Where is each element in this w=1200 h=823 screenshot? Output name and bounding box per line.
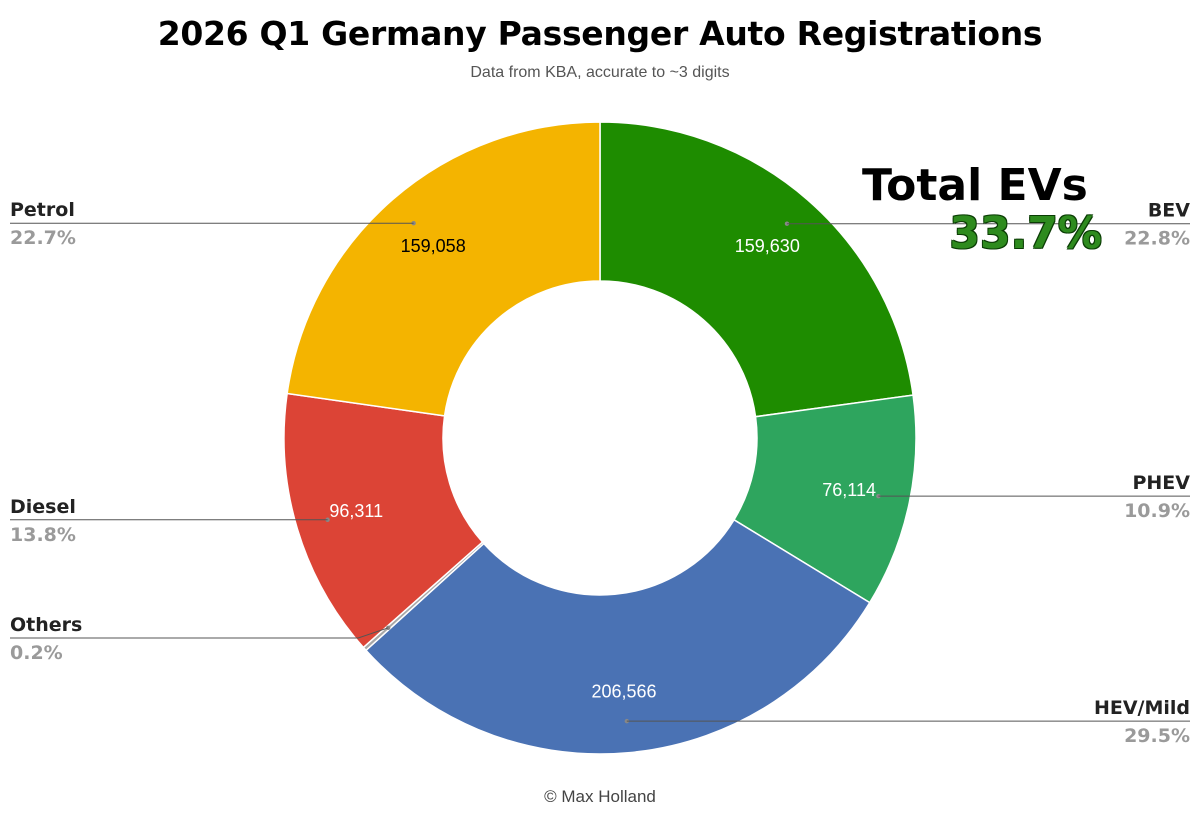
legend-percent-others: 0.2%	[10, 642, 63, 664]
total-evs-label: Total EVs	[862, 160, 1088, 211]
legend-percent-bev: 22.8%	[1124, 228, 1190, 250]
chart-subtitle: Data from KBA, accurate to ~3 digits	[470, 64, 730, 81]
slice-petrol	[286, 121, 601, 417]
slice-value-label-phev: 76,114	[822, 480, 876, 500]
slice-value-label-bev: 159,630	[735, 236, 800, 256]
chart-title: 2026 Q1 Germany Passenger Auto Registrat…	[157, 14, 1043, 53]
legend-name-others: Others	[10, 614, 82, 636]
slice-value-label-hev-mild: 206,566	[591, 681, 656, 701]
labels-layer: 159,630 BEV 22.8% 76,114 PHEV 10.9% 206,566 HEV…	[10, 199, 1190, 747]
copyright-text: © Max Holland	[544, 787, 656, 806]
legend-name-diesel: Diesel	[10, 496, 76, 518]
legend-name-phev: PHEV	[1132, 472, 1190, 494]
slice-value-label-diesel: 96,311	[329, 501, 383, 521]
total-evs-value: 33.7%	[949, 208, 1102, 259]
slice-diesel	[283, 392, 484, 649]
leader-lines-layer	[10, 221, 1190, 724]
slice-hev-mild	[364, 518, 871, 755]
legend-name-petrol: Petrol	[10, 199, 75, 221]
legend-name-bev: BEV	[1148, 200, 1190, 222]
slice-bev	[599, 121, 914, 418]
legend-percent-diesel: 13.8%	[10, 524, 76, 546]
legend-percent-petrol: 22.7%	[10, 227, 76, 249]
slice-value-label-petrol: 159,058	[401, 236, 466, 256]
legend-percent-phev: 10.9%	[1124, 500, 1190, 522]
legend-name-hev-mild: HEV/Mild	[1094, 697, 1190, 719]
legend-percent-hev-mild: 29.5%	[1124, 725, 1190, 747]
leader-line-others	[10, 627, 389, 639]
slices-layer	[283, 121, 917, 755]
